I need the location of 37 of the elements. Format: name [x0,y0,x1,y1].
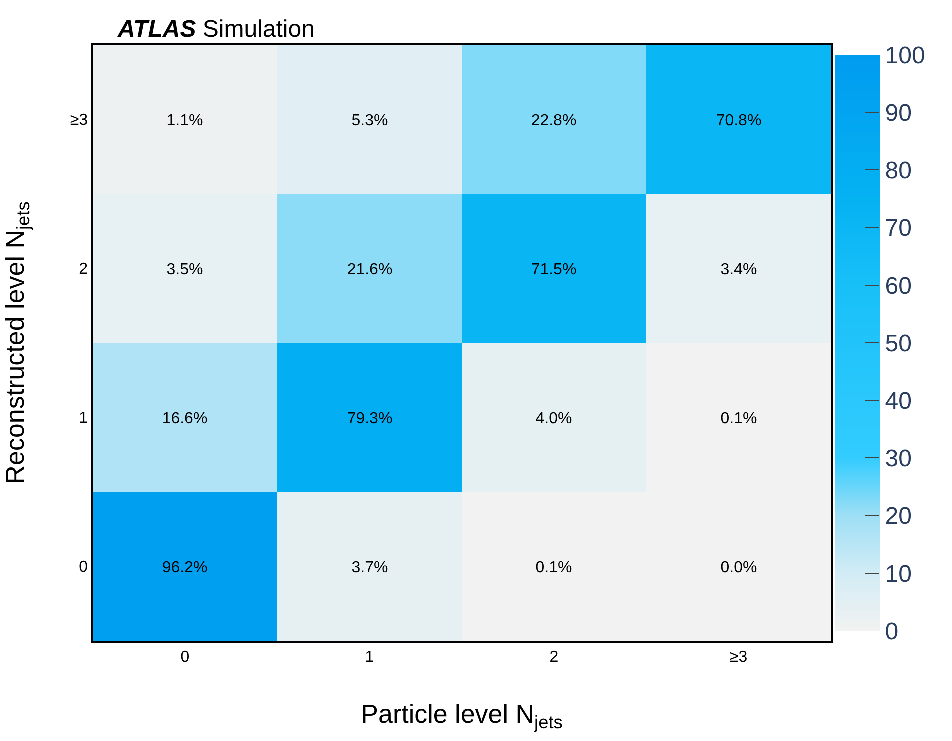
data-label: 5.3% [352,112,388,130]
color-bar-label: 60 [885,272,912,300]
data-label: 21.6% [347,262,393,279]
y-tick-label: ≥3 [70,112,88,130]
data-label: 70.8% [716,112,762,130]
color-bar-label: 30 [885,446,912,473]
chart-title: ATLAS Simulation [117,16,315,43]
data-label: 96.2% [162,560,208,577]
y-tick-label: 2 [79,261,88,278]
data-label: 22.8% [531,112,577,130]
data-label: 3.4% [720,262,758,279]
color-bar-label: 90 [885,100,912,127]
x-axis-title: Particle level N$_{jets}$ [361,699,563,733]
data-label: 0.1% [720,410,758,428]
x-tick-label: 1 [365,648,374,666]
x-tick-label: 2 [550,648,559,666]
data-label: 79.3% [347,410,393,428]
color-bar-label: 80 [885,158,912,185]
y-tick-label: 1 [79,410,88,428]
x-tick-label: ≥3 [730,648,748,666]
data-label: 4.0% [536,410,572,428]
x-tick-label: 0 [180,648,190,666]
color-bar-label: 40 [885,388,912,415]
data-label: 1.1% [166,112,204,130]
color-bar-label: 50 [885,330,912,358]
data-label: 3.7% [352,560,388,577]
data-label: 0.1% [536,560,572,577]
data-label: 16.6% [162,410,208,428]
color-bar-label: 10 [885,560,912,588]
data-label: 3.5% [166,262,204,279]
color-bar-label: 70 [885,215,912,242]
y-tick-label: 0 [79,559,88,576]
color-bar-label: 100 [885,42,926,70]
color-bar-label: 0 [885,618,899,646]
data-label: 0.0% [720,560,758,577]
data-label: 71.5% [531,262,577,279]
color-bar-label: 20 [885,503,912,530]
